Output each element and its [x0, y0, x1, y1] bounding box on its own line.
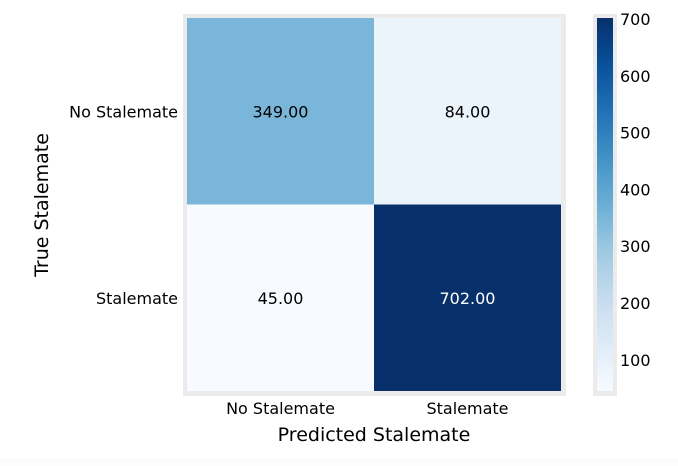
colorbar	[597, 18, 613, 391]
y-tick-label: Stalemate	[96, 289, 178, 308]
heatmap-cell	[374, 204, 561, 391]
cell-value-label: 84.00	[445, 102, 491, 121]
cell-value-label: 45.00	[258, 289, 304, 308]
colorbar-tick-label: 300	[620, 237, 651, 256]
cell-value-label: 702.00	[440, 289, 496, 308]
colorbar-tick-label: 100	[620, 351, 651, 370]
cell-value-label: 349.00	[253, 102, 309, 121]
y-axis-label: True Stalemate	[31, 133, 53, 278]
y-tick-label: No Stalemate	[69, 102, 178, 121]
heatmap-cell	[187, 18, 374, 205]
x-tick-label: No Stalemate	[226, 399, 335, 418]
colorbar-tick-label: 200	[620, 294, 651, 313]
colorbar-tick-label: 700	[620, 10, 651, 29]
x-tick-label: Stalemate	[426, 399, 508, 418]
heatmap-cell	[374, 18, 561, 205]
colorbar-tick-label: 500	[620, 124, 651, 143]
x-axis-label: Predicted Stalemate	[278, 424, 471, 446]
colorbar-tick-label: 400	[620, 180, 651, 199]
heatmap-cell	[187, 204, 374, 391]
colorbar-tick-label: 600	[620, 67, 651, 86]
